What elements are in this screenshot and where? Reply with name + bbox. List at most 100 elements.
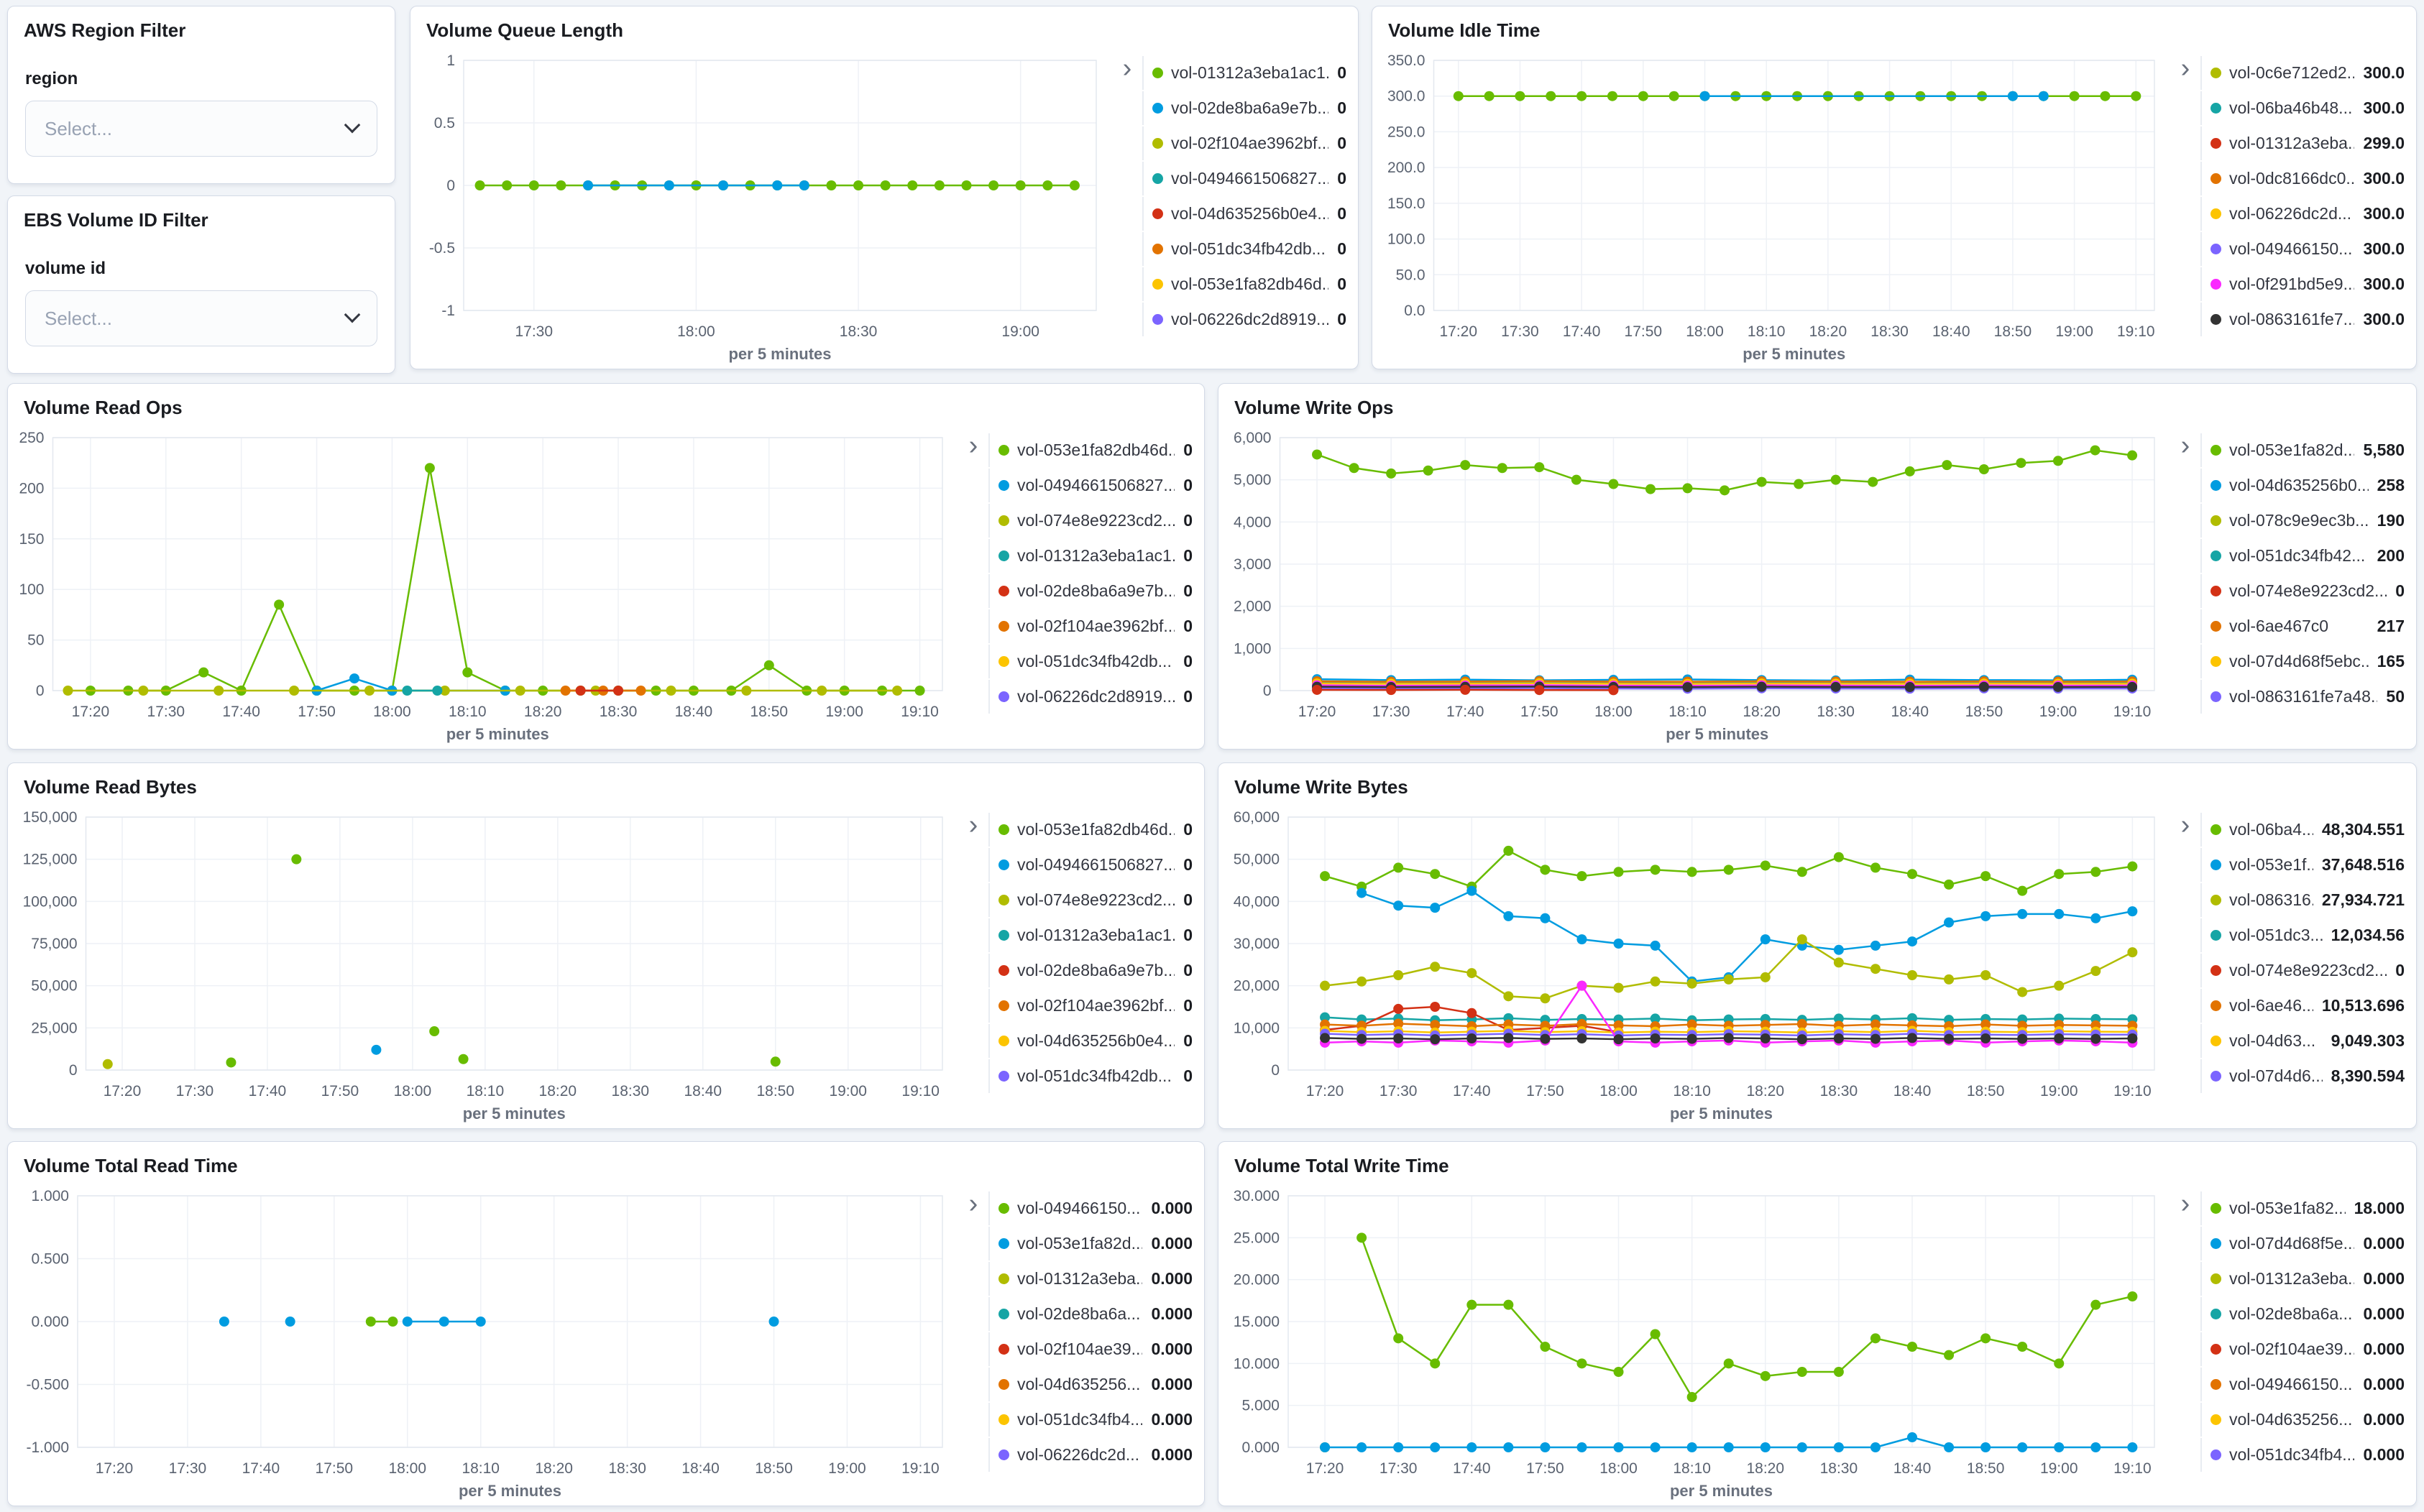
legend-item[interactable]: vol-053e1fa82d... 0.000 <box>988 1227 1193 1260</box>
legend-item[interactable]: vol-0494661506827... 0 <box>988 469 1193 502</box>
legend-collapse-icon[interactable]: › <box>1122 53 1132 83</box>
legend-item[interactable]: vol-01312a3eba... 0.000 <box>988 1262 1193 1296</box>
legend-item[interactable]: vol-074e8e9223cd2... 0 <box>988 504 1193 538</box>
legend-collapse-icon[interactable]: › <box>2180 1189 2190 1219</box>
legend-item[interactable]: vol-051dc34fb42db... 0 <box>988 645 1193 678</box>
series-label: vol-04d635256b0e4... <box>1171 204 1329 223</box>
svg-text:19:10: 19:10 <box>2113 704 2152 720</box>
series-value: 0 <box>1183 1031 1193 1050</box>
legend-item[interactable]: vol-02f104ae39... 0.000 <box>988 1332 1193 1366</box>
legend-item[interactable]: vol-0f291bd5e9... 300.0 <box>2200 267 2405 301</box>
legend-item[interactable]: vol-02de8ba6a... 0.000 <box>988 1297 1193 1331</box>
legend-item[interactable]: vol-049466150... 0.000 <box>2200 1368 2405 1401</box>
legend-item[interactable]: vol-04d635256b0e4... 0 <box>988 1024 1193 1058</box>
legend-item[interactable]: vol-051dc34fb4... 0.000 <box>988 1403 1193 1437</box>
legend-collapse-icon[interactable]: › <box>2180 53 2190 83</box>
legend-collapse-icon[interactable]: › <box>2180 430 2190 461</box>
series-label: vol-0863161fe7... <box>2229 310 2355 328</box>
legend-collapse-icon[interactable]: › <box>968 1189 978 1219</box>
series-label: vol-06ba4... <box>2229 820 2313 839</box>
legend-item[interactable]: vol-0c6e712ed2... 300.0 <box>2200 56 2405 90</box>
legend-item[interactable]: vol-06226dc2d8919... 0 <box>988 680 1193 714</box>
legend-item[interactable]: vol-02de8ba6a9e7b... 0 <box>988 574 1193 608</box>
series-value: 0 <box>1183 961 1193 979</box>
chart-plot-area[interactable]: -1 -0.5 0 0.5 1 17:30 18:00 18:30 19:00 per 5 min… <box>410 47 1112 369</box>
legend-item[interactable]: vol-01312a3eba1ac1... 0 <box>988 918 1193 952</box>
volume-id-select[interactable]: Select... <box>25 290 377 346</box>
legend-item[interactable]: vol-074e8e9223cd2... 0 <box>988 883 1193 917</box>
legend-item[interactable]: vol-6ae467c0 217 <box>2200 609 2405 643</box>
legend-item[interactable]: vol-0863161fe7... 300.0 <box>2200 303 2405 336</box>
legend-item[interactable]: vol-074e8e9223cd2... 0 <box>2200 574 2405 608</box>
legend-item[interactable]: vol-04d635256b0e4... 0 <box>1142 197 1346 231</box>
chart-plot-area[interactable]: 0.000 5.000 10.000 15.000 20.000 25.000 30.000… <box>1218 1183 2170 1506</box>
chart-plot-area[interactable]: 0 1,000 2,000 3,000 4,000 5,000 6,000 17:20 17:3… <box>1218 425 2170 750</box>
svg-text:18:10: 18:10 <box>1673 1460 1711 1477</box>
chart-plot-area[interactable]: 0 25,000 50,000 75,000 100,000 125,000 150,000… <box>8 804 958 1129</box>
legend-item[interactable]: vol-0494661506827... 0 <box>1142 162 1346 195</box>
legend-collapse-icon[interactable]: › <box>968 810 978 840</box>
legend-item[interactable]: vol-6ae46... 10,513.696 <box>2200 989 2405 1023</box>
legend-item[interactable]: vol-06226dc2d... 0.000 <box>988 1438 1193 1472</box>
legend-item[interactable]: vol-07d4d6... 8,390.594 <box>2200 1059 2405 1093</box>
legend-item[interactable]: vol-074e8e9223cd2... 0 <box>2200 954 2405 987</box>
legend-item[interactable]: vol-02de8ba6a9e7b... 0 <box>1142 91 1346 125</box>
svg-text:18:30: 18:30 <box>1870 323 1909 340</box>
legend-item[interactable]: vol-02f104ae3962bf... 0 <box>988 989 1193 1023</box>
chart-plot-area[interactable]: 0 50 100 150 200 250 17:20 17:30 17:40 17:50 18:00… <box>8 425 958 750</box>
legend-item[interactable]: vol-02de8ba6a9e7b... 0 <box>988 954 1193 987</box>
legend-item[interactable]: vol-04d635256... 0.000 <box>2200 1403 2405 1437</box>
legend-item[interactable]: vol-051dc34fb42... 200 <box>2200 539 2405 573</box>
legend-item[interactable]: vol-053e1fa82d... 5,580 <box>2200 433 2405 467</box>
legend-item[interactable]: vol-07d4d68f5e... 0.000 <box>2200 1227 2405 1260</box>
legend-item[interactable]: vol-06ba46b48... 300.0 <box>2200 91 2405 125</box>
legend-collapse-icon[interactable]: › <box>2180 810 2190 840</box>
legend-item[interactable]: vol-02f104ae3962bf... 0 <box>988 609 1193 643</box>
series-value: 0 <box>1183 441 1193 459</box>
legend-item[interactable]: vol-051dc34fb4... 0.000 <box>2200 1438 2405 1472</box>
legend-item[interactable]: vol-049466150... 300.0 <box>2200 232 2405 266</box>
legend-item[interactable]: vol-02de8ba6a... 0.000 <box>2200 1297 2405 1331</box>
legend-item[interactable]: vol-078c9e9ec3b... 190 <box>2200 504 2405 538</box>
legend-item[interactable]: vol-01312a3eba... 299.0 <box>2200 126 2405 160</box>
series-label: vol-04d635256b0... <box>2229 476 2369 494</box>
legend-item[interactable]: vol-06ba4... 48,304.551 <box>2200 813 2405 847</box>
legend-item[interactable]: vol-02f104ae3962bf... 0 <box>1142 126 1346 160</box>
series-color-dot <box>998 480 1009 491</box>
legend-item[interactable]: vol-053e1fa82... 18.000 <box>2200 1191 2405 1225</box>
legend-item[interactable]: vol-07d4d68f5ebc... 165 <box>2200 645 2405 678</box>
legend-item[interactable]: vol-053e1fa82db46d... 0 <box>988 433 1193 467</box>
legend-item[interactable]: vol-02f104ae39... 0.000 <box>2200 1332 2405 1366</box>
svg-text:18:20: 18:20 <box>535 1460 573 1477</box>
chart-plot-area[interactable]: 0.0 50.0 100.0 150.0 200.0 250.0 300.0 350.0 17:… <box>1372 47 2170 369</box>
legend-item[interactable]: vol-06226dc2d... 300.0 <box>2200 197 2405 231</box>
legend-item[interactable]: vol-051dc34fb42db... 0 <box>1142 232 1346 266</box>
legend-item[interactable]: vol-01312a3eba1ac1... 0 <box>988 539 1193 573</box>
legend-item[interactable]: vol-01312a3eba... 0.000 <box>2200 1262 2405 1296</box>
legend-item[interactable]: vol-01312a3eba1ac1... 0 <box>1142 56 1346 90</box>
legend-item[interactable]: vol-06226dc2d8919... 0 <box>1142 303 1346 336</box>
svg-text:150,000: 150,000 <box>23 809 78 826</box>
legend-item[interactable]: vol-0494661506827... 0 <box>988 848 1193 882</box>
legend-item[interactable]: vol-04d635256b0... 258 <box>2200 469 2405 502</box>
region-select[interactable]: Select... <box>25 101 377 157</box>
chart-plot-area[interactable]: -1.000 -0.500 0.000 0.500 1.000 17:20 17:30 17:… <box>8 1183 958 1506</box>
chart-plot-area[interactable]: 0 10,000 20,000 30,000 40,000 50,000 60,000 17:… <box>1218 804 2170 1129</box>
series-value: 0 <box>1337 98 1346 117</box>
legend-item[interactable]: vol-049466150... 0.000 <box>988 1191 1193 1225</box>
legend-item[interactable]: vol-053e1fa82db46d... 0 <box>988 813 1193 847</box>
legend-item[interactable]: vol-053e1fa82db46d... 0 <box>1142 267 1346 301</box>
legend-item[interactable]: vol-053e1f... 37,648.516 <box>2200 848 2405 882</box>
legend-item[interactable]: vol-051dc3... 12,034.56 <box>2200 918 2405 952</box>
series-label: vol-6ae467c0 <box>2229 617 2329 635</box>
legend-item[interactable]: vol-0863161fe7a48... 50 <box>2200 680 2405 714</box>
legend-item[interactable]: vol-04d635256... 0.000 <box>988 1368 1193 1401</box>
svg-text:per 5 minutes: per 5 minutes <box>1743 345 1845 363</box>
legend-collapse-icon[interactable]: › <box>968 430 978 461</box>
legend-item[interactable]: vol-051dc34fb42db... 0 <box>988 1059 1193 1093</box>
legend-item[interactable]: vol-04d63... 9,049.303 <box>2200 1024 2405 1058</box>
series-color-dot <box>998 445 1009 456</box>
legend-item[interactable]: vol-0dc8166dc0... 300.0 <box>2200 162 2405 195</box>
legend-item[interactable]: vol-086316... 27,934.721 <box>2200 883 2405 917</box>
svg-text:17:50: 17:50 <box>316 1460 354 1477</box>
